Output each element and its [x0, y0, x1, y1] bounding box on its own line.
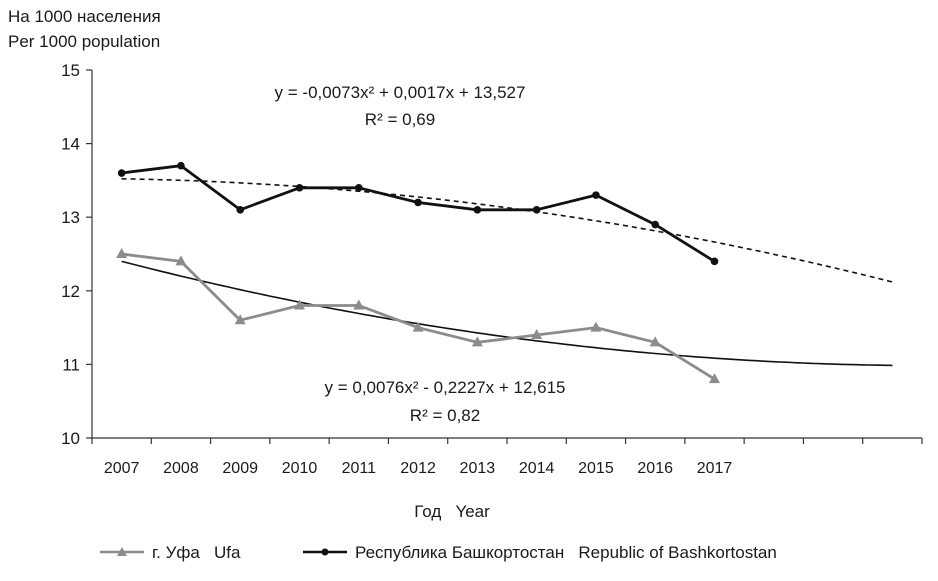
trend-lines: [121, 178, 893, 367]
data-point-bashkortostan: [473, 206, 482, 214]
trend-r2-bashkortostan: R² = 0,69: [365, 110, 435, 129]
data-point-ufa: [412, 321, 424, 332]
x-tick-label: 2016: [637, 460, 673, 477]
data-markers: [116, 161, 720, 384]
data-point-bashkortostan: [177, 161, 185, 170]
tick-labels: 10 11 12 13 14 15 2007 2008 2009 2010 2011 2012 2013…: [61, 61, 732, 477]
y-tick-label: 12: [61, 282, 80, 301]
x-tick-label: 2011: [342, 460, 377, 477]
data-point-bashkortostan: [236, 206, 245, 214]
data-point-bashkortostan: [592, 191, 600, 199]
y-tick-label: 11: [62, 355, 80, 374]
legend-triangle-icon: [117, 547, 127, 556]
data-point-bashkortostan: [117, 169, 126, 177]
x-tick-label: 2009: [222, 460, 258, 477]
data-point-ufa: [590, 321, 602, 332]
data-point-bashkortostan: [295, 183, 304, 192]
data-point-ufa: [649, 336, 661, 347]
x-tick-label: 2014: [519, 460, 555, 477]
data-point-ufa: [116, 248, 128, 258]
x-tick-label: 2017: [697, 460, 733, 477]
y-tick-label: 15: [61, 61, 80, 80]
y-tick-label: 13: [61, 208, 80, 227]
data-point-bashkortostan: [532, 206, 541, 214]
data-point-bashkortostan: [651, 220, 660, 229]
legend-label-ufa: г. Уфа Ufa: [152, 543, 241, 562]
trend-line-ufa: [121, 260, 893, 367]
axes: [86, 69, 923, 444]
data-point-ufa: [531, 328, 543, 339]
x-tick-label: 2012: [400, 460, 436, 477]
legend-circle-icon: [321, 548, 329, 556]
series-line-bashkortostan: [121, 164, 716, 263]
trend-r2-ufa: R² = 0,82: [410, 406, 480, 425]
x-tick-label: 2008: [163, 460, 199, 477]
data-point-ufa: [175, 255, 187, 266]
trend-equation-ufa: y = 0,0076x² - 0,2227x + 12,615: [324, 378, 565, 397]
x-tick-label: 2007: [104, 460, 140, 477]
data-point-bashkortostan: [354, 183, 363, 192]
x-tick-label: 2010: [282, 460, 318, 477]
data-point-ufa: [471, 336, 483, 347]
x-tick-label: 2015: [578, 460, 614, 477]
legend: г. Уфа Ufa Республика Башкортостан Repub…: [100, 543, 777, 562]
series-line-ufa: [121, 252, 716, 381]
data-point-ufa: [709, 373, 720, 384]
data-point-bashkortostan: [710, 257, 719, 266]
data-point-ufa: [294, 299, 305, 310]
trend-equation-bashkortostan: y = -0,0073x² + 0,0017x + 13,527: [275, 83, 526, 102]
x-axis-title: Год Year: [414, 502, 490, 521]
y-axis-label-en: Per 1000 population: [8, 32, 161, 51]
data-point-ufa: [353, 299, 365, 310]
data-point-bashkortostan: [414, 198, 422, 207]
legend-label-bashkortostan: Республика Башкортостан Republic of Bash…: [355, 543, 777, 562]
y-axis-label-ru: На 1000 населения: [8, 7, 161, 26]
data-point-ufa: [234, 314, 246, 325]
y-tick-label: 14: [61, 135, 80, 154]
y-tick-label: 10: [61, 429, 80, 448]
trend-line-bashkortostan: [121, 178, 893, 283]
x-tick-label: 2013: [460, 460, 496, 477]
